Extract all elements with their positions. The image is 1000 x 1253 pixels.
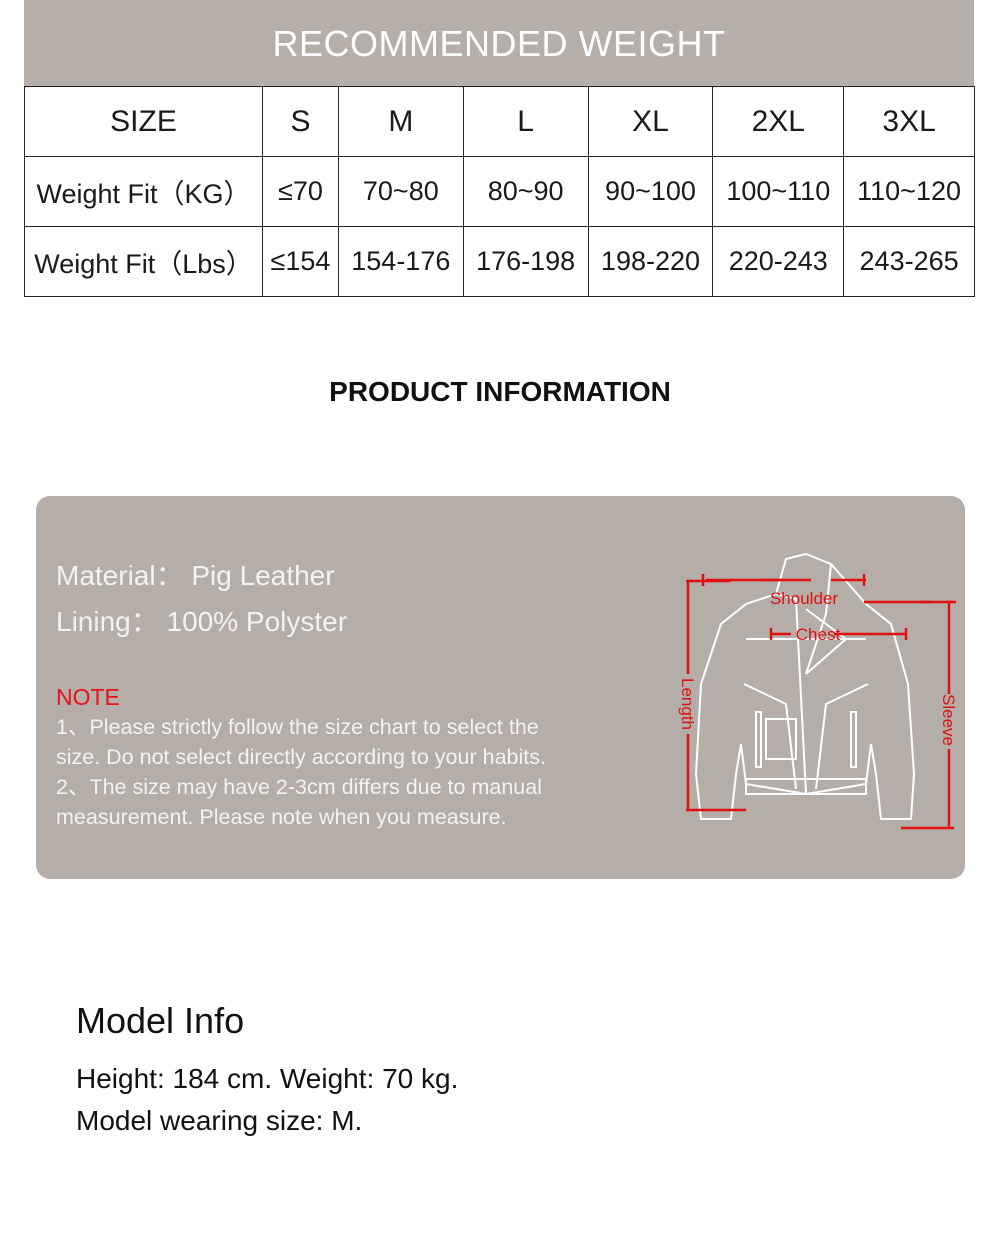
jacket-measurement-diagram: Shoulder Chest Length Sleeve [678, 553, 956, 830]
lining-text: Lining： 100% Polyster [56, 606, 348, 637]
note-label: NOTE [56, 684, 120, 710]
table-row: Weight Fit（Lbs） ≤154 154-176 176-198 198… [24, 226, 975, 297]
table-cell: Weight Fit（KG） [24, 156, 263, 227]
sleeve-label: Sleeve [939, 694, 956, 746]
model-info-title: Model Info [76, 1000, 245, 1041]
table-cell: 220-243 [712, 226, 845, 297]
table-cell: 70~80 [337, 156, 464, 227]
table-header-row: SIZE S M L XL 2XL 3XL [24, 86, 975, 157]
chest-label: Chest [796, 625, 841, 644]
table-cell: 176-198 [462, 226, 589, 297]
product-information-title: PRODUCT INFORMATION [329, 376, 671, 407]
material-text: Material： Pig Leather [56, 560, 335, 591]
note-text: 1、Please strictly follow the size chart … [56, 712, 546, 832]
model-size: Model wearing size: M. [76, 1105, 363, 1136]
table-cell: M [337, 86, 464, 157]
table-cell: ≤70 [262, 156, 339, 227]
shoulder-label: Shoulder [770, 589, 838, 608]
product-info-panel: Material： Pig Leather Lining： 100% Polys… [36, 496, 965, 879]
note-line: size. Do not select directly according t… [56, 745, 546, 769]
table-cell: 100~110 [712, 156, 845, 227]
jacket-outline-icon [694, 553, 916, 820]
table-cell: L [462, 86, 589, 157]
table-cell: 198-220 [587, 226, 714, 297]
note-line: measurement. Please note when you measur… [56, 805, 507, 829]
table-cell: Weight Fit（Lbs） [24, 226, 263, 297]
table-row: Weight Fit（KG） ≤70 70~80 80~90 90~100 10… [24, 156, 975, 227]
table-cell: 110~120 [843, 156, 975, 227]
table-cell: 243-265 [843, 226, 975, 297]
table-cell: XL [587, 86, 714, 157]
table-cell: ≤154 [262, 226, 339, 297]
recommended-weight-title: RECOMMENDED WEIGHT [24, 0, 974, 86]
table-cell: 90~100 [587, 156, 714, 227]
size-weight-table: SIZE S M L XL 2XL 3XL Weight Fit（KG） ≤70… [24, 86, 975, 297]
table-cell: SIZE [24, 86, 263, 157]
measurement-lines [686, 574, 956, 830]
table-cell: 80~90 [462, 156, 589, 227]
note-line: 1、Please strictly follow the size chart … [56, 715, 539, 739]
length-label: Length [678, 678, 697, 730]
table-cell: S [262, 86, 339, 157]
table-cell: 3XL [843, 86, 975, 157]
model-measurements: Height: 184 cm. Weight: 70 kg. [76, 1063, 459, 1094]
table-cell: 154-176 [337, 226, 464, 297]
note-line: 2、The size may have 2-3cm differs due to… [56, 775, 542, 799]
table-cell: 2XL [712, 86, 845, 157]
